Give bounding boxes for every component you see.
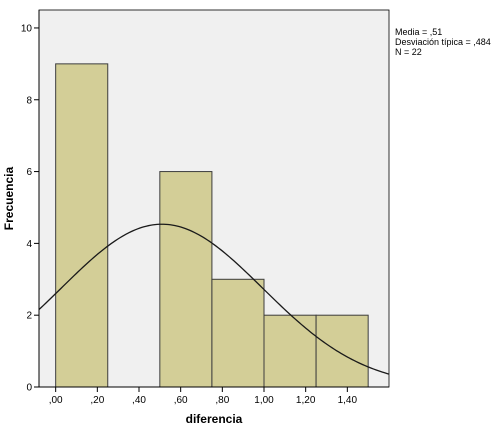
histogram-bar-0 (55, 63, 109, 388)
stats-std-dev: Desviación típica = ,484 (395, 37, 491, 47)
y-tick-label: 10 (21, 23, 33, 34)
x-tick-label: 1,40 (338, 395, 358, 406)
y-tick-label: 2 (26, 311, 32, 322)
y-tick-label: 6 (26, 167, 32, 178)
histogram-bar-2 (159, 171, 213, 388)
x-tick-label: 1,20 (296, 395, 316, 406)
x-tick-label: ,20 (90, 395, 104, 406)
x-tick-label: ,60 (174, 395, 188, 406)
histogram-bar-5 (315, 314, 369, 388)
x-tick-label: 1,00 (254, 395, 274, 406)
normal-curve (38, 223, 390, 375)
histogram-bar-3 (211, 278, 265, 388)
y-axis-ticks: 0 2 4 6 8 10 (21, 23, 39, 394)
x-tick-label: ,80 (215, 395, 229, 406)
y-tick-label: 4 (26, 239, 32, 250)
stats-n: N = 22 (395, 47, 422, 57)
x-tick-label: ,40 (132, 395, 146, 406)
stats-mean: Media = ,51 (395, 27, 442, 37)
y-tick-label: 8 (26, 95, 32, 106)
histogram-bars (55, 63, 369, 388)
y-tick-label: 0 (26, 383, 32, 394)
x-axis-ticks: ,00 ,20 ,40 ,60 ,80 1,00 1,20 1,40 (49, 387, 358, 406)
y-axis-title: Frecuencia (2, 166, 16, 230)
x-tick-label: ,00 (49, 395, 63, 406)
x-axis-title: diferencia (186, 412, 243, 426)
histogram-bar-4 (263, 314, 317, 388)
